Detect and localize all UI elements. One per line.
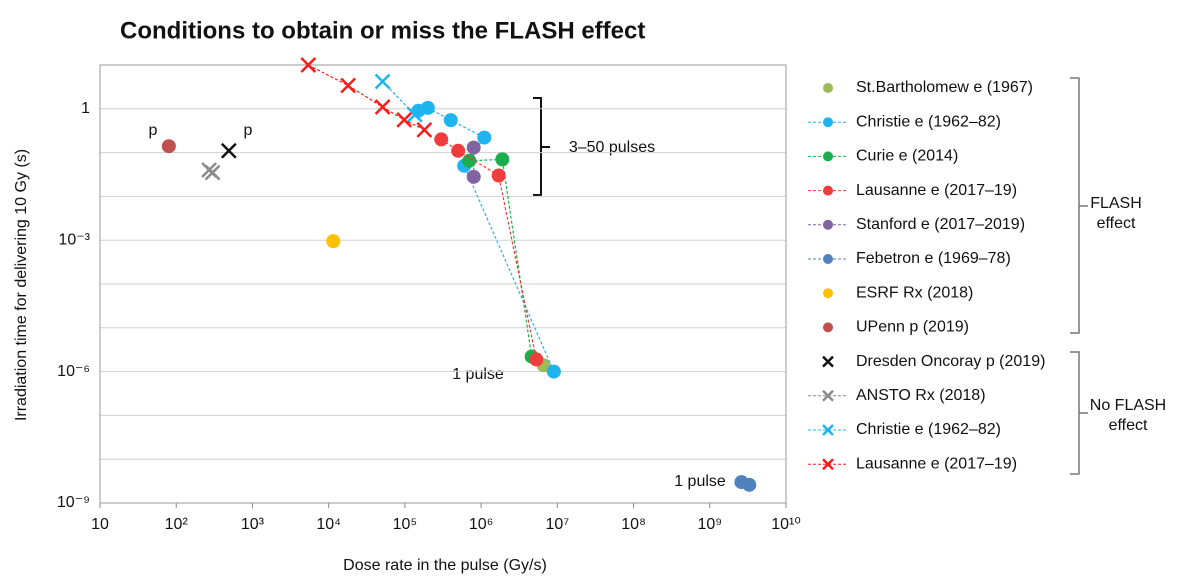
x-axis-label: Dose rate in the pulse (Gy/s) <box>343 557 547 574</box>
group-label: effect <box>1097 215 1136 232</box>
bracket <box>1070 77 1088 334</box>
legend-label: ESRF Rx (2018) <box>856 284 973 301</box>
marker-x <box>406 106 423 123</box>
annotation: p <box>244 122 253 139</box>
legend-label: UPenn p (2019) <box>856 319 969 336</box>
y-tick-label: 10⁻⁶ <box>57 363 90 380</box>
x-tick-label: 10³ <box>241 516 265 533</box>
marker-x <box>220 142 237 159</box>
marker-dot <box>477 130 492 145</box>
series-line <box>440 138 537 360</box>
marker-dot <box>434 132 449 147</box>
legend-label: Lausanne e (2017–19) <box>856 455 1017 472</box>
y-axis-label: Irradiation time for delivering 10 Gy (s… <box>13 149 30 421</box>
annotation: p <box>149 122 158 139</box>
annotation: 3–50 pulses <box>569 139 655 156</box>
series-line <box>418 107 555 372</box>
marker-dot <box>420 100 435 115</box>
x-tick-label: 10⁹ <box>697 516 722 533</box>
series-line <box>307 64 425 131</box>
y-tick-label: 10⁻³ <box>58 231 90 248</box>
series-line <box>469 158 533 357</box>
marker-dot <box>546 364 561 379</box>
marker-dot <box>529 352 544 367</box>
bracket <box>1070 351 1088 475</box>
marker-dot <box>823 288 833 299</box>
legend-label: Febetron e (1969–78) <box>856 250 1011 267</box>
legend-label: Christie e (1962–82) <box>856 421 1001 438</box>
marker-dot <box>443 113 458 128</box>
marker-x <box>300 57 317 73</box>
marker-dot <box>823 117 833 128</box>
marker-dot <box>823 151 833 162</box>
marker-dot <box>823 185 833 196</box>
y-tick-label: 10⁻⁹ <box>57 494 90 511</box>
marker-dot <box>326 234 341 249</box>
group-label: No FLASH <box>1090 397 1166 414</box>
marker-x <box>822 355 834 368</box>
marker-x <box>340 77 357 94</box>
legend-label: Dresden Oncoray p (2019) <box>856 353 1045 370</box>
marker-dot <box>161 139 176 154</box>
marker-dot <box>451 143 466 158</box>
bracket <box>533 97 550 196</box>
marker-x <box>822 424 834 436</box>
marker-dot <box>823 254 833 264</box>
x-tick-label: 10⁴ <box>316 516 341 533</box>
x-tick-label: 10² <box>165 516 189 533</box>
x-tick-label: 10⁷ <box>546 516 570 533</box>
marker-dot <box>823 83 833 93</box>
x-tick-label: 10⁸ <box>621 516 646 533</box>
x-tick-label: 10 <box>91 516 109 533</box>
marker-dot <box>466 140 481 155</box>
marker-x <box>374 99 391 115</box>
marker-x <box>374 73 391 90</box>
marker-dot <box>823 322 833 333</box>
marker-dot <box>495 152 510 167</box>
chart-title: Conditions to obtain or miss the FLASH e… <box>120 17 645 44</box>
group-label: effect <box>1109 417 1148 434</box>
legend-label: St.Bartholomew e (1967) <box>856 79 1033 96</box>
y-tick-label: 1 <box>81 100 90 117</box>
marker-x <box>204 164 221 181</box>
legend-label: Lausanne e (2017–19) <box>856 182 1017 199</box>
legend-label: Christie e (1962–82) <box>856 113 1001 130</box>
x-tick-label: 10⁶ <box>469 516 493 533</box>
marker-x <box>416 122 433 138</box>
marker-x <box>396 111 413 128</box>
marker-dot <box>462 153 477 168</box>
annotation: 1 pulse <box>674 473 726 490</box>
marker-x <box>822 389 834 402</box>
marker-dot <box>742 477 757 492</box>
legend-label: Curie e (2014) <box>856 148 958 165</box>
marker-dot <box>466 169 481 184</box>
plot-frame <box>99 64 787 504</box>
marker-dot <box>491 168 506 183</box>
x-tick-label: 10⁵ <box>393 516 417 533</box>
annotation: 1 pulse <box>452 366 504 383</box>
legend-label: ANSTO Rx (2018) <box>856 387 986 404</box>
marker-dot <box>823 219 833 230</box>
x-tick-label: 10¹⁰ <box>771 516 801 533</box>
group-label: FLASH <box>1090 195 1142 212</box>
legend-label: Stanford e (2017–2019) <box>856 216 1025 233</box>
marker-x <box>822 458 834 471</box>
